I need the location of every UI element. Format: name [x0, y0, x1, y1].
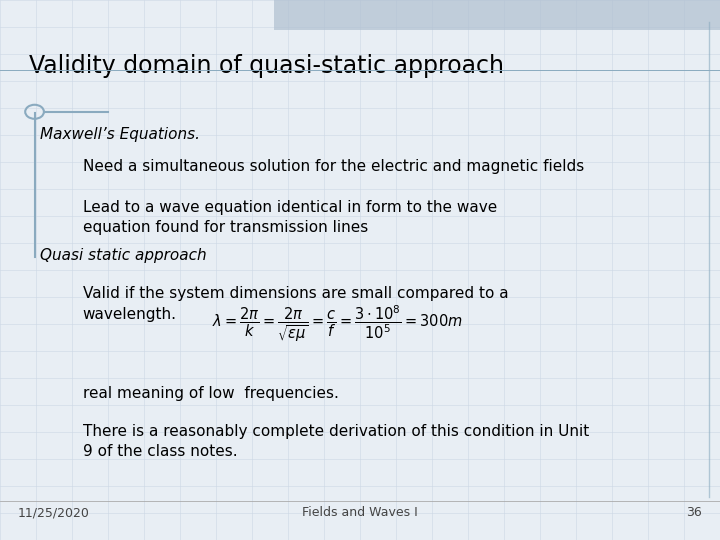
Text: Quasi static approach: Quasi static approach — [40, 248, 206, 264]
Text: 11/25/2020: 11/25/2020 — [18, 507, 90, 519]
Text: Valid if the system dimensions are small compared to a
wavelength.: Valid if the system dimensions are small… — [83, 286, 508, 322]
Text: $\lambda = \dfrac{2\pi}{k} = \dfrac{2\pi}{\sqrt{\varepsilon\mu}} = \dfrac{c}{f} : $\lambda = \dfrac{2\pi}{k} = \dfrac{2\pi… — [212, 304, 463, 344]
Text: Fields and Waves I: Fields and Waves I — [302, 507, 418, 519]
Text: 36: 36 — [686, 507, 702, 519]
Text: real meaning of low  frequencies.: real meaning of low frequencies. — [83, 386, 338, 401]
Bar — [274, 0, 720, 30]
Text: Maxwell’s Equations.: Maxwell’s Equations. — [40, 127, 199, 142]
Text: Need a simultaneous solution for the electric and magnetic fields: Need a simultaneous solution for the ele… — [83, 159, 584, 174]
Text: There is a reasonably complete derivation of this condition in Unit
9 of the cla: There is a reasonably complete derivatio… — [83, 424, 589, 460]
Text: Lead to a wave equation identical in form to the wave
equation found for transmi: Lead to a wave equation identical in for… — [83, 200, 497, 235]
Text: Validity domain of quasi-static approach: Validity domain of quasi-static approach — [29, 54, 504, 78]
